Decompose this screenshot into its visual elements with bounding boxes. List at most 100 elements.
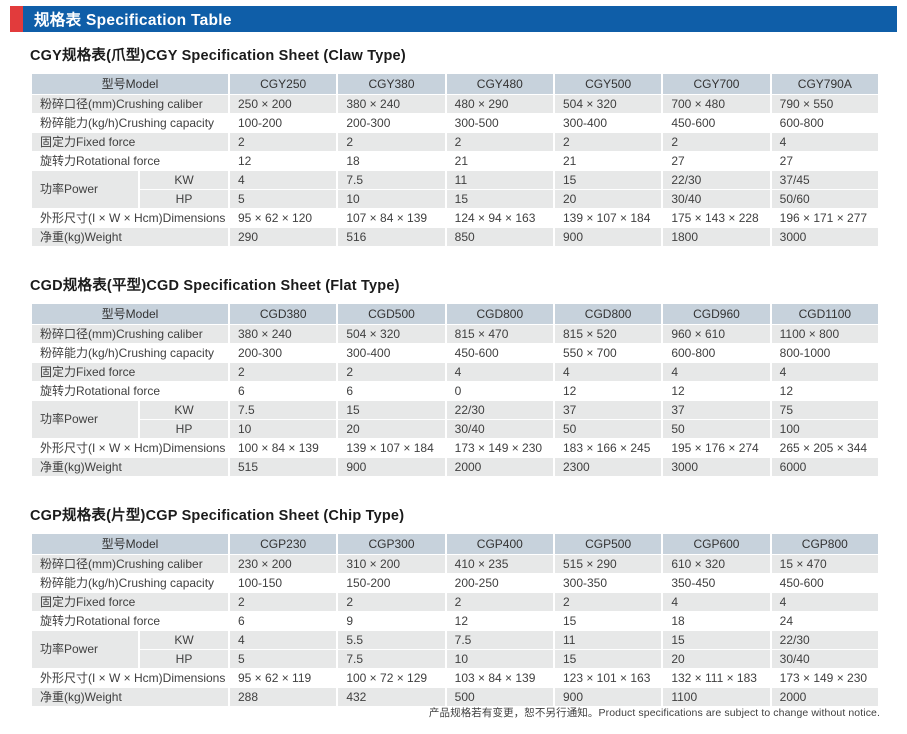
row-label-cell: 净重(kg)Weight — [32, 688, 228, 706]
model-cell: CGD800 — [554, 304, 662, 324]
table-row: 粉碎口径(mm)Crushing caliber 380 × 240 504 × 3… — [32, 325, 878, 343]
value-cell: 900 — [338, 458, 445, 476]
value-cell: 6 — [230, 612, 337, 630]
table-row: 粉碎口径(mm)Crushing caliber 230 × 200 310 × 2… — [32, 555, 878, 573]
table-row-power: 功率Power KW 7.5 15 22/30 37 37 75 — [32, 401, 878, 438]
spec-table: 型号Model CGP230 CGP300 CGP400 CGP500 CGP600 CGP… — [30, 533, 880, 707]
row-label-cell: 固定力Fixed force — [32, 593, 228, 611]
value-cell: 450-600 — [446, 344, 553, 362]
model-header-cell: 型号Model — [32, 534, 228, 554]
value-cell: 4 — [663, 363, 770, 381]
power-unit-cell: KW — [140, 171, 228, 189]
model-cell: CGY250 — [230, 74, 337, 94]
value-cell: 4 — [663, 593, 770, 611]
value-cell: 10 — [230, 420, 337, 438]
value-cell: 1100 — [663, 688, 770, 706]
value-cell: 15 — [663, 631, 770, 649]
value-cell: 2 — [338, 363, 445, 381]
value-cell: 15 — [554, 171, 662, 189]
row-label-cell: 粉碎口径(mm)Crushing caliber — [32, 555, 228, 573]
model-cell: CGY700 — [663, 74, 770, 94]
table-row: 固定力Fixed force 2 2 4 4 4 4 — [32, 363, 878, 381]
model-cell: CGY500 — [554, 74, 662, 94]
value-cell: 50 — [663, 420, 770, 438]
power-group-cell: 功率Power — [32, 631, 138, 668]
value-cell: 815 × 470 — [446, 325, 553, 343]
table-row: 外形尺寸(I × W × Hcm)Dimensions 95 × 62 × 119… — [32, 669, 878, 687]
value-cell: 3000 — [663, 458, 770, 476]
table-row-power: 功率Power KW 4 7.5 11 15 22/30 37/45 — [32, 171, 878, 208]
value-cell: 173 × 149 × 230 — [771, 669, 878, 687]
section-title: CGP规格表(片型)CGP Specification Sheet (Chip … — [30, 508, 405, 524]
model-cell: CGD500 — [338, 304, 445, 324]
value-cell: 504 × 320 — [338, 325, 445, 343]
value-cell: 37/45 — [771, 171, 878, 189]
value-cell: 960 × 610 — [663, 325, 770, 343]
value-cell: 103 × 84 × 139 — [446, 669, 553, 687]
model-cell: CGP600 — [663, 534, 770, 554]
row-label-cell: 旋转力Rotational force — [32, 612, 228, 630]
value-cell: 1100 × 800 — [771, 325, 878, 343]
value-cell: 7.5 — [338, 171, 445, 189]
model-header-cell: 型号Model — [32, 74, 228, 94]
power-group-cell: 功率Power — [32, 171, 138, 208]
value-cell: 21 — [554, 152, 662, 170]
value-cell: 500 — [446, 688, 553, 706]
row-label-cell: 粉碎口径(mm)Crushing caliber — [32, 325, 228, 343]
power-group-cell: 功率Power — [32, 401, 138, 438]
table-row: 旋转力Rotational force 12 18 21 21 27 27 — [32, 152, 878, 170]
section-title: CGY规格表(爪型)CGY Specification Sheet (Claw … — [30, 48, 406, 64]
value-cell: 2 — [338, 133, 445, 151]
value-cell: 5.5 — [338, 631, 445, 649]
value-cell: 4 — [230, 171, 337, 189]
header-red-accent — [10, 6, 23, 32]
value-cell: 200-300 — [338, 114, 445, 132]
value-cell: 2 — [338, 593, 445, 611]
value-cell: 900 — [554, 688, 662, 706]
value-cell: 11 — [554, 631, 662, 649]
value-cell: 18 — [338, 152, 445, 170]
section-title: CGD规格表(平型)CGD Specification Sheet (Flat … — [30, 278, 400, 294]
model-cell: CGY790A — [771, 74, 878, 94]
power-unit-cell: HP — [140, 190, 228, 208]
value-cell: 2 — [554, 133, 662, 151]
value-cell: 124 × 94 × 163 — [446, 209, 553, 227]
value-cell: 850 — [446, 228, 553, 246]
row-label-cell: 粉碎能力(kg/h)Crushing capacity — [32, 574, 228, 592]
model-header-cell: 型号Model — [32, 304, 228, 324]
value-cell: 1800 — [663, 228, 770, 246]
row-label-cell: 旋转力Rotational force — [32, 382, 228, 400]
table-row: 外形尺寸(I × W × Hcm)Dimensions 100 × 84 × 13… — [32, 439, 878, 457]
value-cell: 380 × 240 — [230, 325, 337, 343]
value-cell: 95 × 62 × 120 — [230, 209, 337, 227]
table-row-power: HP 5 7.5 10 15 20 30/40 — [32, 650, 878, 668]
value-cell: 100 — [771, 420, 878, 438]
row-label-cell: 粉碎口径(mm)Crushing caliber — [32, 95, 228, 113]
row-label-cell: 固定力Fixed force — [32, 363, 228, 381]
value-cell: 18 — [663, 612, 770, 630]
model-cell: CGY380 — [338, 74, 445, 94]
row-label-cell: 粉碎能力(kg/h)Crushing capacity — [32, 344, 228, 362]
value-cell: 12 — [554, 382, 662, 400]
power-unit-cell: KW — [140, 401, 228, 419]
value-cell: 350-450 — [663, 574, 770, 592]
value-cell: 432 — [338, 688, 445, 706]
value-cell: 21 — [446, 152, 553, 170]
table-row: 固定力Fixed force 2 2 2 2 2 4 — [32, 133, 878, 151]
value-cell: 5 — [230, 650, 337, 668]
table-row: 外形尺寸(I × W × Hcm)Dimensions 95 × 62 × 120… — [32, 209, 878, 227]
value-cell: 790 × 550 — [771, 95, 878, 113]
power-unit-cell: HP — [140, 650, 228, 668]
value-cell: 4 — [554, 363, 662, 381]
value-cell: 4 — [771, 363, 878, 381]
value-cell: 75 — [771, 401, 878, 419]
model-cell: CGP500 — [554, 534, 662, 554]
value-cell: 100-200 — [230, 114, 337, 132]
model-cell: CGD380 — [230, 304, 337, 324]
value-cell: 139 × 107 × 184 — [554, 209, 662, 227]
value-cell: 480 × 290 — [446, 95, 553, 113]
value-cell: 4 — [446, 363, 553, 381]
value-cell: 6 — [230, 382, 337, 400]
value-cell: 139 × 107 × 184 — [338, 439, 445, 457]
value-cell: 37 — [554, 401, 662, 419]
